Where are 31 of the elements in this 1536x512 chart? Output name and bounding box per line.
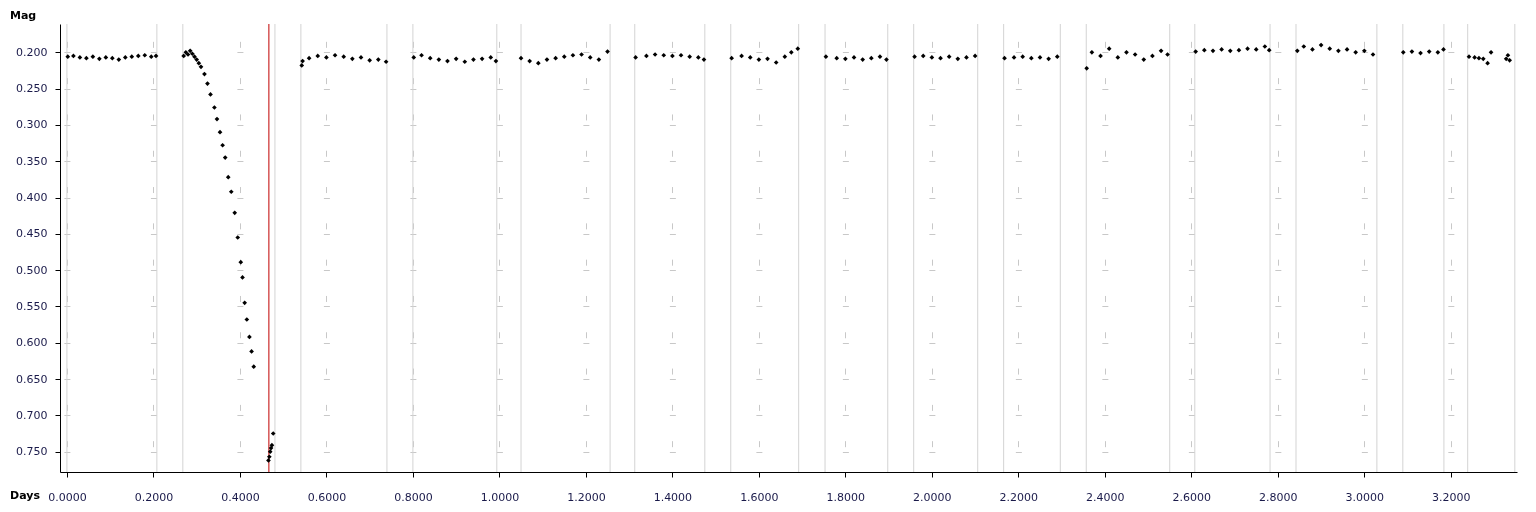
y-tick-label: 0.450: [16, 227, 48, 241]
x-tick-label: 2.2000: [999, 490, 1039, 504]
y-axis-title: Mag: [10, 9, 37, 22]
y-tick-label: 0.250: [16, 82, 48, 96]
x-tick-label: 1.6000: [740, 490, 779, 504]
x-tick-label: 1.4000: [653, 490, 693, 504]
x-axis-title: Days: [10, 489, 41, 502]
y-tick-label: 0.550: [16, 299, 48, 313]
y-tick-label: 0.500: [16, 263, 48, 277]
x-tick-label: 0.0000: [48, 490, 87, 504]
x-tick-label: 0.4000: [221, 490, 260, 504]
y-tick-label: 0.300: [16, 118, 48, 132]
x-tick-label: 1.0000: [480, 490, 520, 504]
x-tick-label: 0.2000: [134, 490, 174, 504]
y-tick-label: 0.650: [16, 372, 48, 386]
x-tick-label: 3.0000: [1345, 490, 1385, 504]
x-tick-label: 2.4000: [1086, 490, 1125, 504]
x-tick-label: 1.2000: [567, 490, 606, 504]
y-tick-label: 0.750: [16, 445, 48, 459]
x-tick-label: 0.6000: [307, 490, 347, 504]
x-tick-label: 0.8000: [394, 490, 433, 504]
y-tick-label: 0.600: [16, 336, 48, 350]
y-tick-label: 0.350: [16, 154, 48, 168]
x-tick-label: 2.6000: [1172, 490, 1212, 504]
x-tick-label: 3.2000: [1432, 490, 1471, 504]
x-tick-label: 2.0000: [913, 490, 952, 504]
y-tick-label: 0.400: [16, 191, 48, 205]
y-tick-label: 0.200: [16, 45, 48, 59]
x-tick-label: 1.8000: [826, 490, 866, 504]
x-tick-label: 2.8000: [1259, 490, 1298, 504]
y-tick-label: 0.700: [16, 408, 48, 422]
